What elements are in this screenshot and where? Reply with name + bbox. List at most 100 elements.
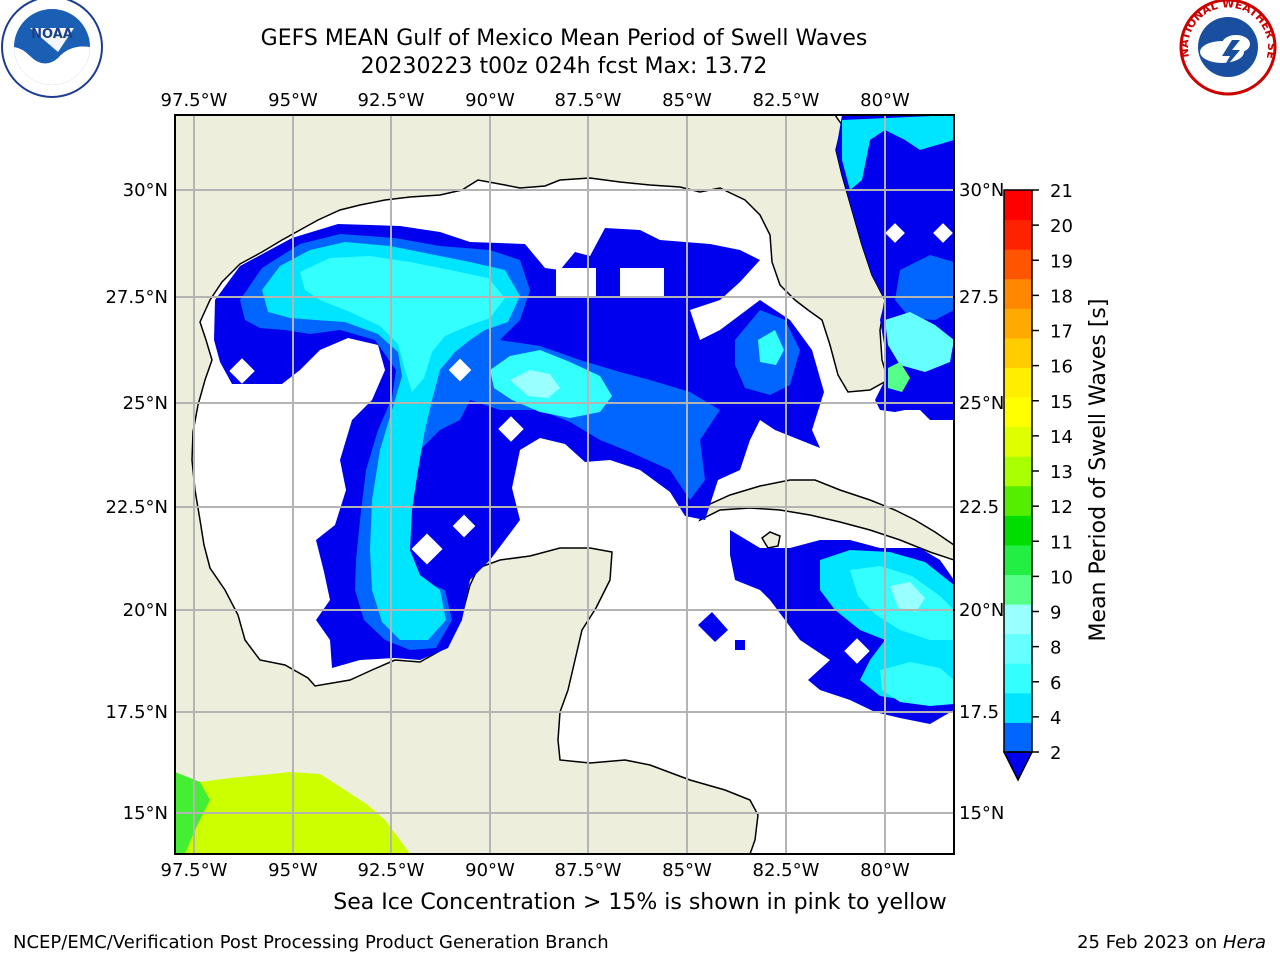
colorbar-swatch: [1004, 308, 1032, 339]
colorbar-swatch: [1004, 367, 1032, 398]
lon-label-top: 95°W: [268, 90, 318, 111]
credit-line: NCEP/EMC/Verification Post Processing Pr…: [13, 932, 609, 953]
swell-gulf-light: [300, 256, 505, 392]
colorbar-extend-arrow: [1002, 751, 1034, 782]
sea-ice-footnote-text: Sea Ice Concentration > 15% is shown in …: [333, 890, 947, 915]
host-name: Hera: [1222, 932, 1266, 953]
colorbar-tick-label: 4: [1050, 708, 1061, 729]
lon-label-bottom: 92.5°W: [358, 860, 425, 881]
colorbar-swatch: [1004, 574, 1032, 605]
colorbar-swatch: [1004, 190, 1032, 221]
colorbar-tick-label: 20: [1050, 216, 1073, 237]
lon-label-top: 90°W: [465, 90, 515, 111]
lat-label-left: 17.5°N: [105, 702, 168, 723]
colorbar-tick-label: 19: [1050, 251, 1073, 272]
swell-central-gulf-core: [510, 370, 560, 398]
swell-gulf-mid: [240, 234, 720, 650]
swell-atlantic-cyan: [842, 115, 954, 190]
lon-label-top: 97.5°W: [161, 90, 228, 111]
swell-carib-core: [890, 582, 925, 612]
lon-label-bottom: 97.5°W: [161, 860, 228, 881]
date-text: 25 Feb 2023 on: [1077, 932, 1223, 953]
lat-label-left: 15°N: [123, 803, 168, 824]
swell-carib-south: [880, 662, 954, 706]
svg-text:NATIONAL WEATHER SERVICE: NATIONAL WEATHER SERVICE: [0, 0, 1278, 60]
colorbar-tick-label: 18: [1050, 286, 1073, 307]
lon-label-bottom: 80°W: [860, 860, 910, 881]
noaa-logo: NOAA: [1, 0, 103, 98]
colorbar-tick-label: 11: [1050, 532, 1073, 553]
colorbar-swatch: [1004, 249, 1032, 280]
colorbar-tick-label: 10: [1050, 567, 1073, 588]
colorbar-tick-label: 9: [1050, 603, 1061, 624]
chart-title: GEFS MEAN Gulf of Mexico Mean Period of …: [260, 26, 868, 51]
land-isla-juventud: [761, 531, 781, 549]
nws-logo: NATIONAL WEATHER SERVICE: [0, 0, 1278, 96]
swell-atlantic-green: [888, 362, 910, 392]
lon-label-bottom: 87.5°W: [555, 860, 622, 881]
lat-label-right: 27.5: [959, 287, 999, 308]
colorbar-tick-label: 6: [1050, 673, 1061, 694]
lat-label-right: 22.5: [959, 497, 999, 518]
colorbar-swatch: [1004, 722, 1032, 753]
swell-wfs-core: [758, 330, 784, 365]
lon-label-bottom: 85°W: [662, 860, 712, 881]
lat-label-left: 27.5°N: [105, 287, 168, 308]
colorbar-swatch: [1004, 485, 1032, 516]
lat-label-left: 22.5°N: [105, 497, 168, 518]
lat-label-right: 25°N: [959, 393, 1004, 414]
lon-label-top: 80°W: [860, 90, 910, 111]
map-area: [175, 115, 954, 854]
nws-logo-text: NATIONAL WEATHER SERVICE: [0, 0, 1278, 60]
lat-label-left: 20°N: [123, 600, 168, 621]
lon-label-top: 85°W: [662, 90, 712, 111]
lon-labels-top: 97.5°W 95°W 92.5°W 90°W 87.5°W 85°W 82.5…: [161, 90, 910, 111]
colorbar-tick-label: 12: [1050, 497, 1073, 518]
sea-ice-footnote: Sea Ice Concentration > 15% is shown in …: [0, 890, 1280, 915]
map-frame: [174, 114, 955, 855]
lon-label-top: 87.5°W: [555, 90, 622, 111]
colorbar-tick-label: 14: [1050, 427, 1073, 448]
colorbar-tick-label: 17: [1050, 322, 1073, 343]
lon-label-top: 82.5°W: [753, 90, 820, 111]
colorbar-tick-label: 13: [1050, 462, 1073, 483]
colorbar-tick-label: 16: [1050, 357, 1073, 378]
colorbar-swatch: [1004, 515, 1032, 546]
colorbar-swatch: [1004, 456, 1032, 487]
colorbar-swatch: [1004, 278, 1032, 309]
colorbar-swatch: [1004, 692, 1032, 723]
colorbar-tick-label: 8: [1050, 638, 1061, 659]
lon-label-bottom: 95°W: [268, 860, 318, 881]
colorbar-swatch: [1004, 633, 1032, 664]
colorbar-swatch: [1004, 426, 1032, 457]
lat-labels-right: 30°N 27.5 25°N 22.5 20°N 17.5 15°N: [959, 180, 1004, 824]
lat-label-left: 25°N: [123, 393, 168, 414]
lat-label-right: 15°N: [959, 803, 1004, 824]
lon-label-top: 92.5°W: [358, 90, 425, 111]
colorbar-swatch: [1004, 337, 1032, 368]
colorbar-swatch: [1004, 604, 1032, 635]
date-line: 25 Feb 2023 on Hera: [1077, 932, 1266, 953]
noaa-logo-text: NOAA: [31, 27, 73, 42]
lat-label-right: 17.5: [959, 702, 999, 723]
lat-label-right: 20°N: [959, 600, 1004, 621]
colorbar-swatch: [1004, 219, 1032, 250]
swell-yucatan: [698, 612, 728, 642]
swell-atlantic-mid: [895, 255, 954, 320]
lon-label-bottom: 82.5°W: [753, 860, 820, 881]
swell-atlantic-light: [885, 312, 954, 372]
colorbar-tick-label: 2: [1050, 743, 1061, 764]
colorbar-swatch: [1004, 663, 1032, 694]
colorbar-tick-label: 21: [1050, 181, 1073, 202]
lon-labels-bottom: 97.5°W 95°W 92.5°W 90°W 87.5°W 85°W 82.5…: [161, 860, 910, 881]
colorbar-tick-label: 15: [1050, 392, 1073, 413]
lon-label-bottom: 90°W: [465, 860, 515, 881]
swell-yucatan-dot: [735, 640, 745, 650]
lat-label-left: 30°N: [123, 180, 168, 201]
colorbar: 21 20 19 18 17 16 15 14 13 12 11 10 9 8 6 4 2: [1002, 181, 1073, 782]
chart-subtitle: 20230223 t00z 024h fcst Max: 13.72: [360, 54, 768, 79]
lat-label-right: 30°N: [959, 180, 1004, 201]
land-cuba: [698, 479, 954, 561]
colorbar-swatch: [1004, 397, 1032, 428]
